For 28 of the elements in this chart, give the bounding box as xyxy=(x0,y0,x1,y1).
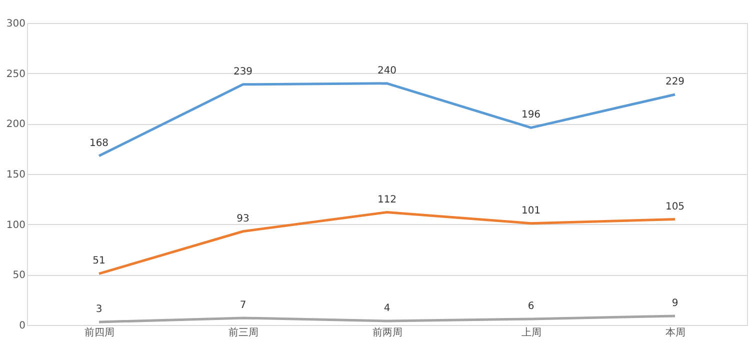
y-tick-label: 150 xyxy=(6,170,26,180)
data-label: 112 xyxy=(377,194,397,206)
x-tick-label: 前两周 xyxy=(372,326,402,338)
y-tick-label: 0 xyxy=(19,320,26,332)
line-series xyxy=(98,314,676,324)
data-label: 168 xyxy=(89,138,109,149)
y-tick-label: 300 xyxy=(6,18,26,30)
y-tick-label: 250 xyxy=(6,68,26,80)
x-tick-label: 前四周 xyxy=(84,326,114,338)
y-tick-label: 200 xyxy=(6,119,26,130)
data-label: 196 xyxy=(521,110,541,121)
x-tick-label: 上周 xyxy=(522,326,542,338)
data-label: 105 xyxy=(665,201,685,212)
data-label: 101 xyxy=(521,205,541,216)
y-tick-label: 100 xyxy=(6,220,26,231)
data-label: 3 xyxy=(96,304,102,315)
data-label: 7 xyxy=(240,300,246,311)
data-label: 93 xyxy=(236,213,250,224)
data-label: 4 xyxy=(384,302,390,314)
data-label: 9 xyxy=(672,298,678,309)
data-label: 240 xyxy=(377,65,397,76)
data-label: 51 xyxy=(92,256,106,267)
data-label: 239 xyxy=(233,66,253,78)
x-tick-label: 本周 xyxy=(666,326,686,338)
data-label: 229 xyxy=(665,76,685,88)
y-tick-label: 50 xyxy=(12,270,26,282)
data-label: 6 xyxy=(528,300,534,312)
x-tick-label: 前三周 xyxy=(228,326,258,338)
